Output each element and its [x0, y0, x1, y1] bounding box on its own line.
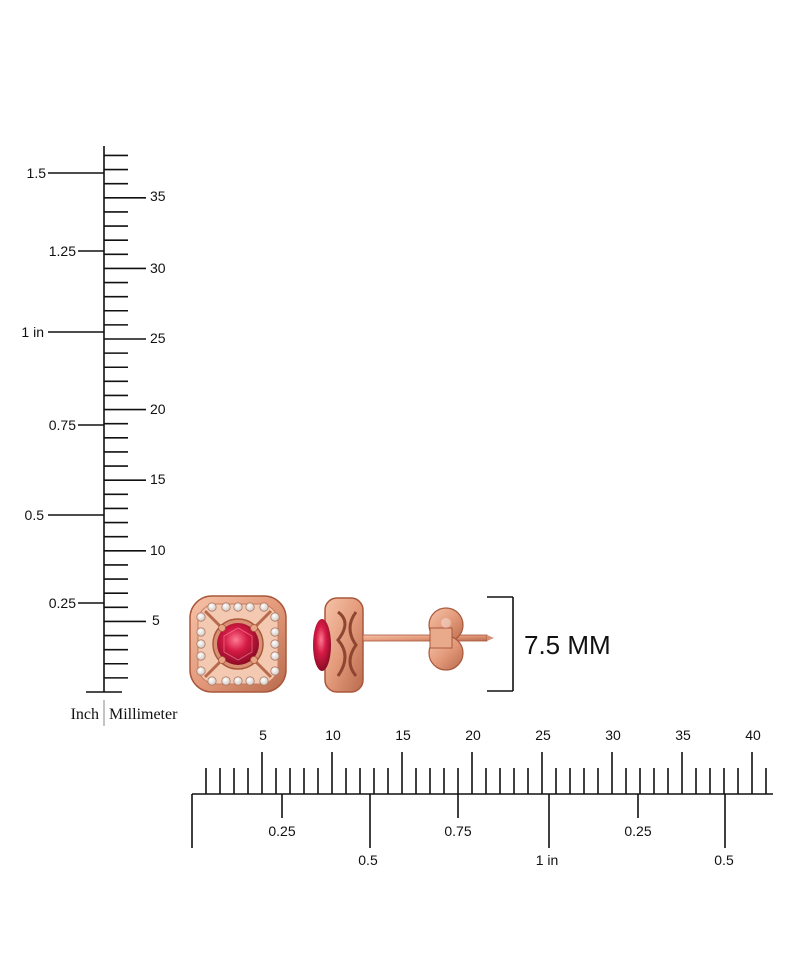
- mm-label: 25: [150, 330, 166, 346]
- diamond-stone: [196, 627, 206, 637]
- vertical-mm-labels: 5 10 15 20 25 30 35: [150, 188, 166, 628]
- earring-post: [362, 634, 488, 642]
- inch-label: 0.75: [444, 823, 471, 839]
- mm-label: 15: [150, 471, 166, 487]
- diamond-stone: [207, 676, 217, 686]
- horizontal-inch-ticks: [281, 794, 726, 848]
- diamond-stone: [196, 666, 206, 676]
- prongs: [218, 624, 258, 664]
- diamond-stone: [270, 627, 280, 637]
- inch-label: 0.25: [268, 823, 295, 839]
- inch-label: 1 in: [21, 324, 44, 340]
- diamond-stone: [259, 676, 269, 686]
- ruby-facets: [223, 627, 253, 661]
- diamond-stone: [196, 612, 206, 622]
- mm-label: 5: [259, 727, 267, 743]
- unit-label-inch: Inch: [71, 706, 99, 723]
- vertical-inch-ticks: [48, 172, 104, 604]
- inch-label: 0.25: [624, 823, 651, 839]
- horizontal-mm-labels: 5 10 15 20 25 30 35 40: [259, 727, 761, 743]
- inch-label: 0.5: [25, 507, 45, 523]
- mm-label: 10: [325, 727, 341, 743]
- mm-label: 10: [150, 542, 166, 558]
- horizontal-inch-labels: 0.25 0.5 0.75 1 in 0.25 0.5: [268, 823, 734, 868]
- earring-side-view: [313, 597, 494, 693]
- diamond-stone: [196, 651, 206, 661]
- inch-label: 1 in: [536, 852, 559, 868]
- earring-front-view: [189, 595, 287, 693]
- diamond-stone: [245, 602, 255, 612]
- diamond-stone: [259, 602, 269, 612]
- mm-label: 40: [745, 727, 761, 743]
- inch-label: 0.75: [49, 417, 76, 433]
- inch-label: 0.5: [714, 852, 734, 868]
- mm-label: 20: [150, 401, 166, 417]
- diamond-stone: [196, 639, 206, 649]
- diamond-stone: [233, 602, 243, 612]
- dimension-label: 7.5 MM: [524, 630, 611, 660]
- vertical-mm-ticks: [104, 154, 146, 679]
- mm-label: 30: [605, 727, 621, 743]
- inch-label: 0.5: [358, 852, 378, 868]
- side-gallery-scroll: [348, 611, 358, 677]
- diamond-stone: [270, 651, 280, 661]
- horizontal-mm-ticks: [205, 752, 767, 794]
- unit-label-millimeter: Millimeter: [109, 706, 178, 723]
- diamond-stone: [270, 666, 280, 676]
- diamond-stone: [270, 612, 280, 622]
- diamond-stone: [245, 676, 255, 686]
- back-highlight: [441, 618, 451, 628]
- mm-label: 20: [465, 727, 481, 743]
- diamond-halo: [196, 602, 280, 686]
- mm-label: 25: [535, 727, 551, 743]
- side-gallery-scroll: [336, 610, 347, 677]
- vertical-ruler: 0.25 0.5 0.75 1 in 1.25 1.5 5 10 15 20 2…: [21, 146, 178, 726]
- earring-back-body: [429, 627, 453, 649]
- mm-label: 5: [152, 612, 160, 628]
- corner-bars: [203, 609, 273, 679]
- dimension-marker: 7.5 MM: [487, 596, 611, 692]
- diamond-stone: [207, 602, 217, 612]
- mm-label: 35: [150, 188, 166, 204]
- inch-label: 1.5: [27, 165, 47, 181]
- mm-label: 15: [395, 727, 411, 743]
- post-tip: [487, 635, 494, 641]
- ruby-gemstone: [217, 623, 259, 665]
- diamond-stone: [221, 676, 231, 686]
- inch-label: 1.25: [49, 243, 76, 259]
- vertical-inch-labels: 0.25 0.5 0.75 1 in 1.25 1.5: [21, 165, 76, 611]
- horizontal-ruler: 5 10 15 20 25 30 35 40 0.25 0.5 0.75 1 i…: [191, 727, 773, 868]
- mm-label: 35: [675, 727, 691, 743]
- side-ruby: [313, 619, 331, 671]
- diamond-stone: [233, 676, 243, 686]
- mm-label: 30: [150, 260, 166, 276]
- inch-label: 0.25: [49, 595, 76, 611]
- diamond-stone: [221, 602, 231, 612]
- diamond-stone: [270, 639, 280, 649]
